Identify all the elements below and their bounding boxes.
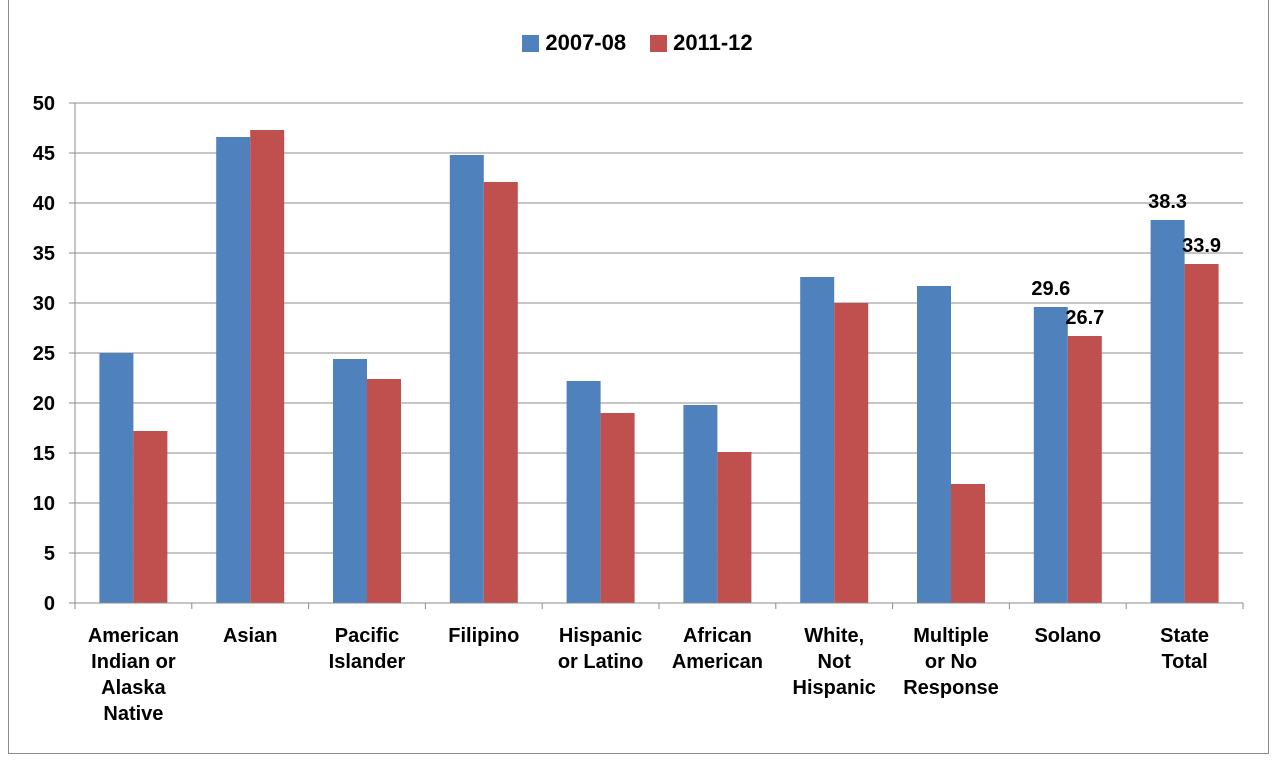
bar-2007-08 bbox=[917, 286, 951, 603]
bar-2011-12 bbox=[1067, 336, 1102, 603]
bar-2011-12 bbox=[717, 452, 752, 603]
bar-2007-08 bbox=[216, 137, 251, 603]
x-tick-label: White, Not Hispanic bbox=[793, 625, 876, 699]
bar-2011-12 bbox=[367, 379, 401, 603]
y-tick-label: 10 bbox=[33, 493, 55, 515]
y-tick-label: 30 bbox=[33, 293, 55, 315]
axes bbox=[69, 102, 1244, 609]
legend-swatch bbox=[650, 34, 668, 52]
legend-label: 2007-08 bbox=[545, 30, 627, 55]
legend-item: 2011-12 bbox=[650, 30, 753, 56]
bar-2007-08 bbox=[800, 277, 835, 603]
bar-2007-08 bbox=[449, 155, 484, 603]
y-tick-label: 40 bbox=[33, 193, 55, 215]
x-tick-label: American Indian or Alaska Native bbox=[88, 625, 179, 725]
y-tick-label: 25 bbox=[33, 343, 55, 365]
y-tick-label: 45 bbox=[33, 143, 55, 165]
legend-label: 2011-12 bbox=[673, 30, 753, 55]
x-tick-label: Multiple or No Response bbox=[903, 625, 999, 699]
bar-2011-12 bbox=[600, 413, 635, 603]
bar-2007-08 bbox=[99, 353, 134, 603]
bar-2011-12 bbox=[133, 431, 168, 603]
labels: 0 5 10 15 20 25 30 35 40 45 50 American Indian or Ala… bbox=[33, 93, 1221, 725]
bar-2007-08 bbox=[683, 405, 718, 603]
data-label: 33.9 bbox=[1182, 235, 1221, 257]
y-tick-label: 0 bbox=[44, 593, 55, 615]
bar-2011-12 bbox=[834, 303, 869, 603]
legend-item: 2007-08 bbox=[522, 30, 626, 56]
bars bbox=[99, 130, 1219, 603]
x-tick-label: State Total bbox=[1160, 625, 1209, 673]
x-tick-label: Solano bbox=[1034, 625, 1101, 647]
x-tick-label: African American bbox=[672, 625, 763, 673]
chart-frame bbox=[8, 0, 1269, 754]
bar-2011-12 bbox=[483, 182, 518, 603]
bar-2011-12 bbox=[1184, 264, 1219, 603]
y-tick-label: 35 bbox=[33, 243, 55, 265]
data-label: 26.7 bbox=[1065, 307, 1104, 329]
bar-2007-08 bbox=[566, 381, 601, 603]
bar-2011-12 bbox=[250, 130, 285, 603]
data-label: 29.6 bbox=[1031, 278, 1070, 300]
bar-2011-12 bbox=[951, 484, 985, 603]
x-tick-label: Asian bbox=[223, 625, 277, 647]
bar-2007-08 bbox=[1150, 220, 1185, 603]
y-tick-label: 15 bbox=[33, 443, 55, 465]
y-tick-label: 50 bbox=[33, 93, 55, 115]
legend-swatch bbox=[522, 34, 540, 52]
legend: 2007-08 2011-12 bbox=[0, 30, 1275, 56]
y-tick-label: 20 bbox=[33, 393, 55, 415]
bar-2007-08 bbox=[333, 359, 367, 603]
x-tick-label: Pacific Islander bbox=[329, 625, 406, 673]
x-tick-label: Hispanic or Latino bbox=[558, 625, 644, 673]
data-label: 38.3 bbox=[1148, 191, 1187, 213]
bar-2007-08 bbox=[1033, 307, 1068, 603]
y-tick-label: 5 bbox=[44, 543, 55, 565]
x-tick-label: Filipino bbox=[448, 625, 519, 647]
